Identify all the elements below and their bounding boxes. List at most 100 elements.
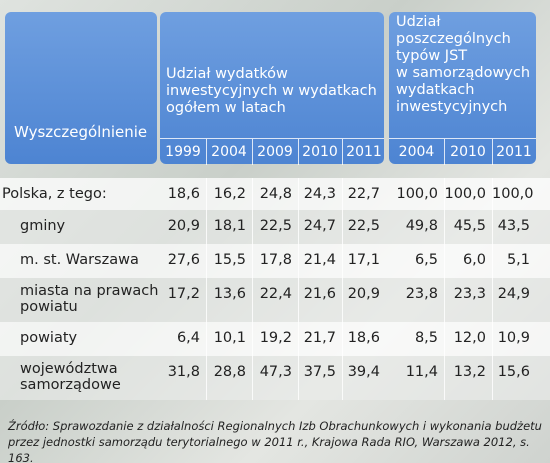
divider xyxy=(206,322,207,356)
divider xyxy=(342,139,343,165)
value-cell: 10,1 xyxy=(213,330,246,346)
row-bg xyxy=(0,178,550,210)
year-header: 2010 xyxy=(302,144,338,160)
group-header: Udział poszczególnych typów JST w samorz… xyxy=(396,14,531,115)
divider xyxy=(206,178,207,210)
value-cell: 6,0 xyxy=(462,252,486,268)
year-header: 2011 xyxy=(496,144,532,160)
divider xyxy=(342,210,343,244)
divider xyxy=(298,210,299,244)
value-cell: 22,4 xyxy=(259,286,292,302)
value-cell: 11,4 xyxy=(405,364,438,380)
value-cell: 24,3 xyxy=(303,186,336,202)
value-cell: 23,3 xyxy=(453,286,486,302)
divider xyxy=(444,278,445,322)
divider xyxy=(342,356,343,400)
divider xyxy=(492,178,493,210)
row-label: województwa samorządowe xyxy=(20,361,121,393)
value-cell: 18,6 xyxy=(347,330,380,346)
divider xyxy=(342,322,343,356)
value-cell: 5,1 xyxy=(506,252,530,268)
year-header: 2004 xyxy=(211,144,247,160)
row-label: powiaty xyxy=(20,330,78,346)
divider xyxy=(252,278,253,322)
divider xyxy=(298,278,299,322)
divider xyxy=(492,210,493,244)
value-cell: 27,6 xyxy=(167,252,200,268)
row-bg xyxy=(0,210,550,244)
value-cell: 47,3 xyxy=(259,364,292,380)
value-cell: 8,5 xyxy=(414,330,438,346)
value-cell: 20,9 xyxy=(347,286,380,302)
divider xyxy=(252,139,253,165)
divider xyxy=(160,138,384,139)
value-cell: 23,8 xyxy=(405,286,438,302)
value-cell: 6,4 xyxy=(176,330,200,346)
divider xyxy=(206,210,207,244)
row-bg xyxy=(0,244,550,278)
value-cell: 21,6 xyxy=(303,286,336,302)
divider xyxy=(206,356,207,400)
value-cell: 22,5 xyxy=(259,218,292,234)
value-cell: 28,8 xyxy=(213,364,246,380)
divider xyxy=(298,178,299,210)
divider xyxy=(206,278,207,322)
value-cell: 17,2 xyxy=(167,286,200,302)
value-cell: 15,6 xyxy=(497,364,530,380)
divider xyxy=(492,278,493,322)
value-cell: 12,0 xyxy=(453,330,486,346)
divider xyxy=(492,322,493,356)
value-cell: 13,6 xyxy=(213,286,246,302)
divider xyxy=(252,244,253,278)
value-cell: 49,8 xyxy=(405,218,438,234)
value-cell: 24,8 xyxy=(259,186,292,202)
source-note: Źródło: Sprawozdanie z działalności Regi… xyxy=(8,419,542,463)
year-header: 2004 xyxy=(398,144,435,160)
value-cell: 10,9 xyxy=(497,330,530,346)
value-cell: 16,2 xyxy=(213,186,246,202)
row-bg xyxy=(0,278,550,322)
divider xyxy=(206,139,207,165)
value-cell: 31,8 xyxy=(167,364,200,380)
divider xyxy=(298,356,299,400)
year-header: 1999 xyxy=(165,144,201,160)
divider xyxy=(444,210,445,244)
value-cell: 39,4 xyxy=(347,364,380,380)
value-cell: 13,2 xyxy=(453,364,486,380)
divider xyxy=(492,244,493,278)
value-cell: 43,5 xyxy=(497,218,530,234)
value-cell: 45,5 xyxy=(453,218,486,234)
value-cell: 22,7 xyxy=(347,186,380,202)
label-header: Wyszczególnienie xyxy=(14,123,148,141)
value-cell: 24,7 xyxy=(303,218,336,234)
divider xyxy=(492,356,493,400)
divider xyxy=(342,178,343,210)
row-label: m. st. Warszawa xyxy=(20,252,139,268)
divider xyxy=(389,138,536,139)
divider xyxy=(298,322,299,356)
divider xyxy=(492,139,493,165)
divider xyxy=(444,244,445,278)
row-label: miasta na prawach powiatu xyxy=(20,283,159,315)
value-cell: 22,5 xyxy=(347,218,380,234)
value-cell: 100,0 xyxy=(396,186,438,202)
value-cell: 17,1 xyxy=(347,252,380,268)
group-header: Udział wydatków inwestycyjnych w wydatka… xyxy=(166,66,377,116)
divider xyxy=(252,356,253,400)
value-cell: 18,1 xyxy=(213,218,246,234)
row-bg xyxy=(0,322,550,356)
header-panel xyxy=(5,12,157,164)
value-cell: 17,8 xyxy=(259,252,292,268)
value-cell: 37,5 xyxy=(303,364,336,380)
row-label: Polska, z tego: xyxy=(2,186,107,202)
value-cell: 100,0 xyxy=(444,186,486,202)
divider xyxy=(342,278,343,322)
value-cell: 6,5 xyxy=(414,252,438,268)
value-cell: 21,7 xyxy=(303,330,336,346)
divider xyxy=(252,322,253,356)
row-label: gminy xyxy=(20,218,66,234)
value-cell: 18,6 xyxy=(167,186,200,202)
divider xyxy=(298,244,299,278)
divider xyxy=(252,178,253,210)
